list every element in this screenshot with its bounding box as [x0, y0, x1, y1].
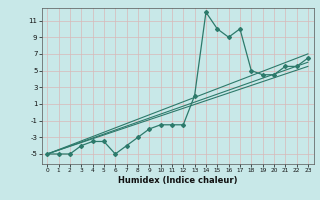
X-axis label: Humidex (Indice chaleur): Humidex (Indice chaleur) — [118, 176, 237, 185]
